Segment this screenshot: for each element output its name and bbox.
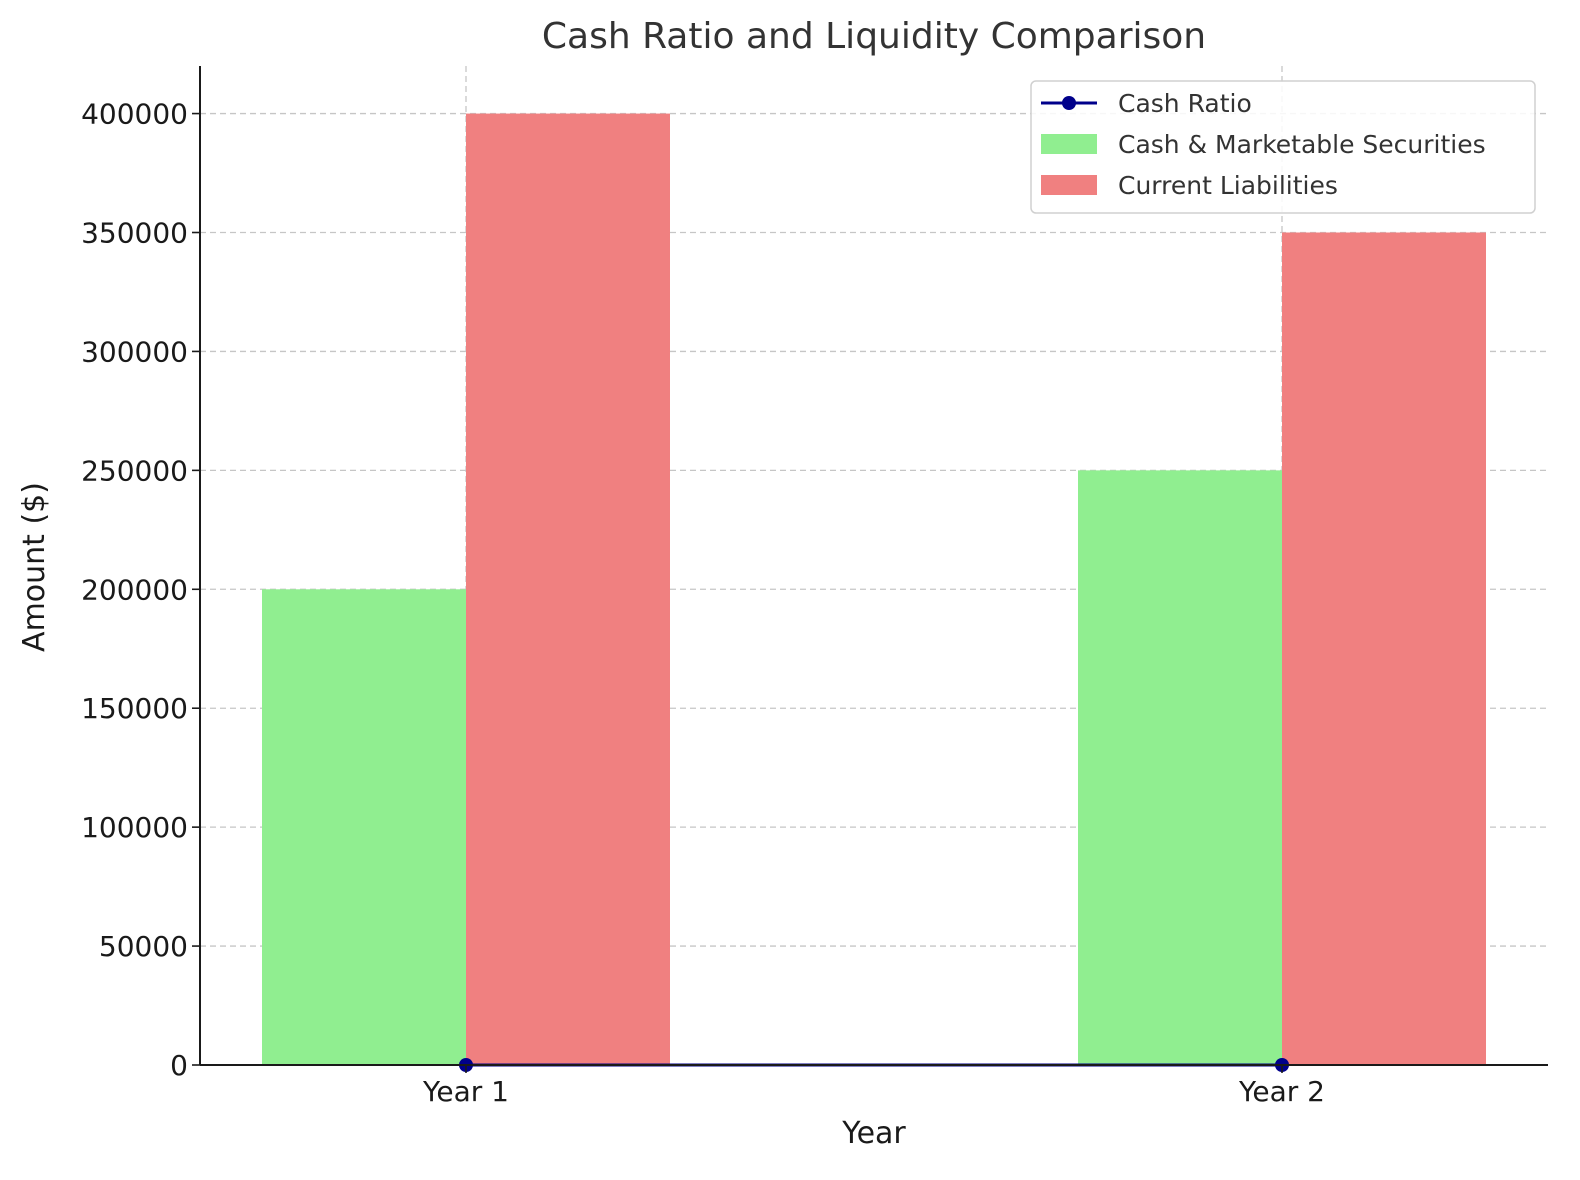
y-tick-label: 250000 (81, 454, 188, 487)
y-axis-label: Amount ($) (17, 482, 52, 652)
chart-title: Cash Ratio and Liquidity Comparison (542, 16, 1206, 57)
x-tick-label: Year 1 (422, 1075, 509, 1108)
legend-label: Cash Ratio (1118, 89, 1252, 118)
legend-marker-cash-ratio (1062, 96, 1076, 110)
x-axis-label: Year (841, 1116, 906, 1151)
bar-current-liabilities-year-1 (466, 113, 670, 1066)
legend-label: Cash & Marketable Securities (1118, 130, 1486, 159)
legend-label: Current Liabilities (1118, 171, 1338, 200)
bar-current-liabilities-year-2 (1282, 232, 1486, 1065)
x-tick-label: Year 2 (1238, 1075, 1325, 1108)
y-tick-label: 0 (170, 1049, 188, 1082)
legend-swatch-cash-marketable-securities (1041, 134, 1097, 154)
y-tick-label: 400000 (81, 98, 188, 131)
bars-layer (262, 113, 1486, 1066)
labels-layer: Cash Ratio and Liquidity Comparison Year… (17, 16, 1206, 1151)
y-tick-label: 150000 (81, 692, 188, 725)
axes-layer: 0 50000 100000 150000 200000 250000 300000 3500… (81, 66, 1548, 1108)
y-tick-label: 300000 (81, 335, 188, 368)
bar-cash-securities-year-2 (1078, 470, 1282, 1065)
y-tick-label: 200000 (81, 573, 188, 606)
legend-swatch-current-liabilities (1041, 175, 1097, 195)
legend-box (1030, 80, 1536, 214)
legend: Cash Ratio Cash & Marketable Securities Cu… (1030, 80, 1536, 214)
y-tick-label: 50000 (99, 930, 188, 963)
y-tick-label: 100000 (81, 811, 188, 844)
bar-cash-securities-year-1 (262, 589, 466, 1065)
y-tick-label: 350000 (81, 217, 188, 250)
